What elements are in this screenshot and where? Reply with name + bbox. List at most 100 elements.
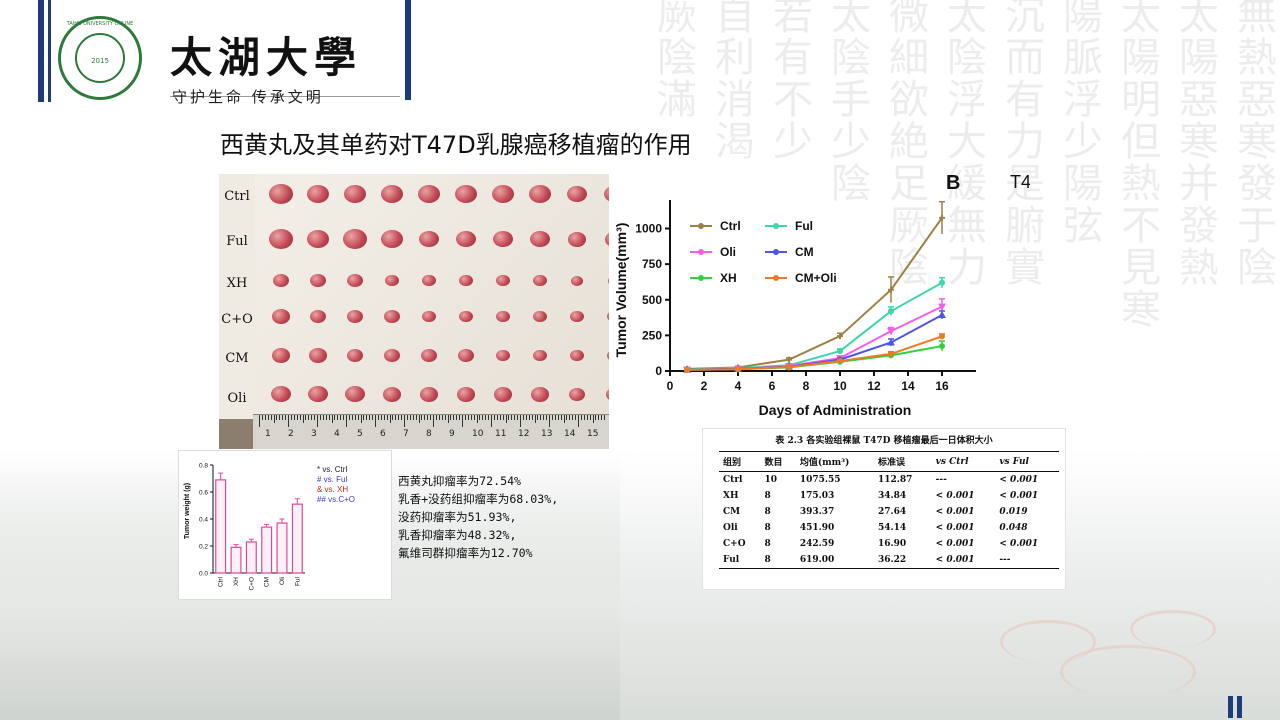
ruler-tick: [508, 415, 510, 420]
table-cell: 1075.55: [799, 475, 841, 485]
university-slogan: 守护生命 传承文明: [172, 88, 324, 106]
tumor-specimen: [381, 185, 403, 204]
ruler-tick: [470, 415, 472, 420]
tumor-specimen: [529, 185, 551, 204]
tumor-specimen: [343, 229, 367, 249]
ruler-tick: [296, 415, 298, 420]
bar-y-tick-label: 0.4: [199, 517, 208, 524]
bar-legend-entry: * vs. Ctrl: [317, 465, 347, 474]
ruler-tick: [520, 415, 521, 427]
ruler-tick: [377, 415, 379, 420]
table-cell: < 0.001: [935, 539, 975, 549]
calligraphy-column: 若有不少: [766, 0, 812, 162]
ruler-tick: [331, 415, 333, 423]
calligraphy-column: 陽脈浮少陽弦: [1056, 0, 1102, 246]
table-cell: XH: [723, 491, 739, 501]
header-stripe-left-2: [48, 0, 51, 102]
data-point: [888, 350, 894, 357]
y-tick-label: 1000: [635, 222, 662, 236]
ruler-tick: [453, 415, 455, 420]
ruler-tick: [322, 415, 324, 420]
tumor-specimen: [272, 348, 290, 363]
table-cell: < 0.001: [931, 552, 996, 569]
logo-ring-text: TAIHU UNIVERSITY ONLINE: [66, 21, 134, 27]
legend-label: Oli: [720, 245, 736, 259]
tumor-specimen: [419, 231, 439, 248]
ruler-tick: [525, 415, 527, 420]
ruler-tick: [592, 415, 594, 423]
ruler-tick: [415, 415, 417, 420]
ruler-tick: [522, 415, 524, 420]
legend-label: CM: [795, 245, 814, 259]
ruler-tick: [334, 415, 336, 420]
data-point: [684, 366, 690, 373]
tumor-specimen: [570, 350, 584, 362]
ruler-tick: [447, 415, 449, 423]
ruler-tick: [543, 415, 545, 420]
x-tick-label: 4: [735, 379, 742, 393]
chart-subtitle: T47d: [1010, 172, 1030, 192]
table-header-cell: vs Ful: [995, 451, 1059, 472]
ruler-number: 8: [426, 429, 432, 439]
ruler-tick: [343, 415, 345, 420]
photo-ruler: 1 2 3 4 5 6 7 8 9 10 11 12 13 14 15: [253, 414, 609, 449]
tumor-specimen: [456, 231, 476, 248]
table-header-cell: vs Ctrl: [931, 451, 996, 472]
tumor-specimen: [533, 311, 547, 323]
ruler-tick: [317, 415, 318, 427]
tumor-specimen: [345, 386, 365, 403]
table-cell: C+O: [723, 539, 746, 549]
data-point: [837, 358, 843, 365]
ruler-tick: [595, 415, 597, 420]
x-tick-label: 16: [935, 379, 949, 393]
ruler-tick: [566, 415, 568, 420]
slide-pager-mark: [1228, 696, 1246, 718]
ruler-tick: [380, 415, 382, 420]
tumor-specimen: [607, 311, 609, 323]
ruler-tick: [360, 415, 362, 423]
ruler-tick: [482, 415, 484, 420]
ruler-number: 7: [403, 429, 409, 439]
legend-label: XH: [720, 271, 737, 285]
tumor-specimen: [271, 386, 291, 403]
inhibition-notes: 西黄丸抑瘤率为72.54% 乳香+没药组抑瘤率为68.03%, 没药抑瘤率为51…: [398, 472, 558, 562]
tumor-specimen: [608, 276, 609, 286]
tumor-specimen: [273, 274, 289, 288]
tumor-specimen: [347, 349, 363, 363]
ruler-tick: [398, 415, 400, 420]
ruler-tick: [348, 415, 350, 420]
ruler-tick: [340, 415, 342, 420]
ruler-tick: [540, 415, 542, 420]
tumor-specimen: [344, 185, 366, 204]
ruler-tick: [267, 415, 269, 420]
table-cell: Ful: [719, 552, 761, 569]
ruler-tick: [549, 415, 550, 427]
table-cell: 112.87: [877, 475, 913, 485]
volume-table: 组别 数目 均值(mm³) 标准误 vs Ctrl vs Ful Ctrl 10…: [719, 451, 1059, 569]
table-header-cell: 组别: [719, 451, 761, 472]
ruler-tick: [514, 415, 516, 420]
table-row: CM 8 393.37 27.64 < 0.001 0.019: [719, 504, 1059, 520]
ruler-tick: [438, 415, 440, 420]
table-header-row: 组别 数目 均值(mm³) 标准误 vs Ctrl vs Ful: [719, 451, 1059, 472]
inhibition-note: 乳香+没药组抑瘤率为68.03%,: [398, 492, 559, 506]
pager-bar: [1237, 696, 1242, 718]
calligraphy-column: 自利消渴: [708, 0, 754, 162]
y-axis-title: Tumor Volume(mm³): [613, 223, 629, 358]
university-name: 太湖大學: [170, 33, 363, 82]
ruler-tick: [491, 415, 492, 427]
bar-legend: * vs. Ctrl# vs. Ful& vs. XH## vs.C+O: [317, 465, 355, 504]
table-cell: < 0.001: [935, 523, 975, 533]
tumor-specimen: [571, 276, 583, 286]
ruler-tick: [476, 415, 478, 423]
ruler-tick: [586, 415, 588, 420]
bar: [276, 522, 288, 574]
tumor-specimen: [569, 388, 585, 402]
legend-marker: [698, 249, 704, 255]
table-cell: 8: [764, 539, 771, 549]
ruler-tick: [305, 415, 307, 420]
tumor-specimen: [568, 232, 586, 247]
ruler-number: 6: [380, 429, 386, 439]
ruler-tick: [372, 415, 374, 420]
ruler-tick: [346, 415, 347, 427]
